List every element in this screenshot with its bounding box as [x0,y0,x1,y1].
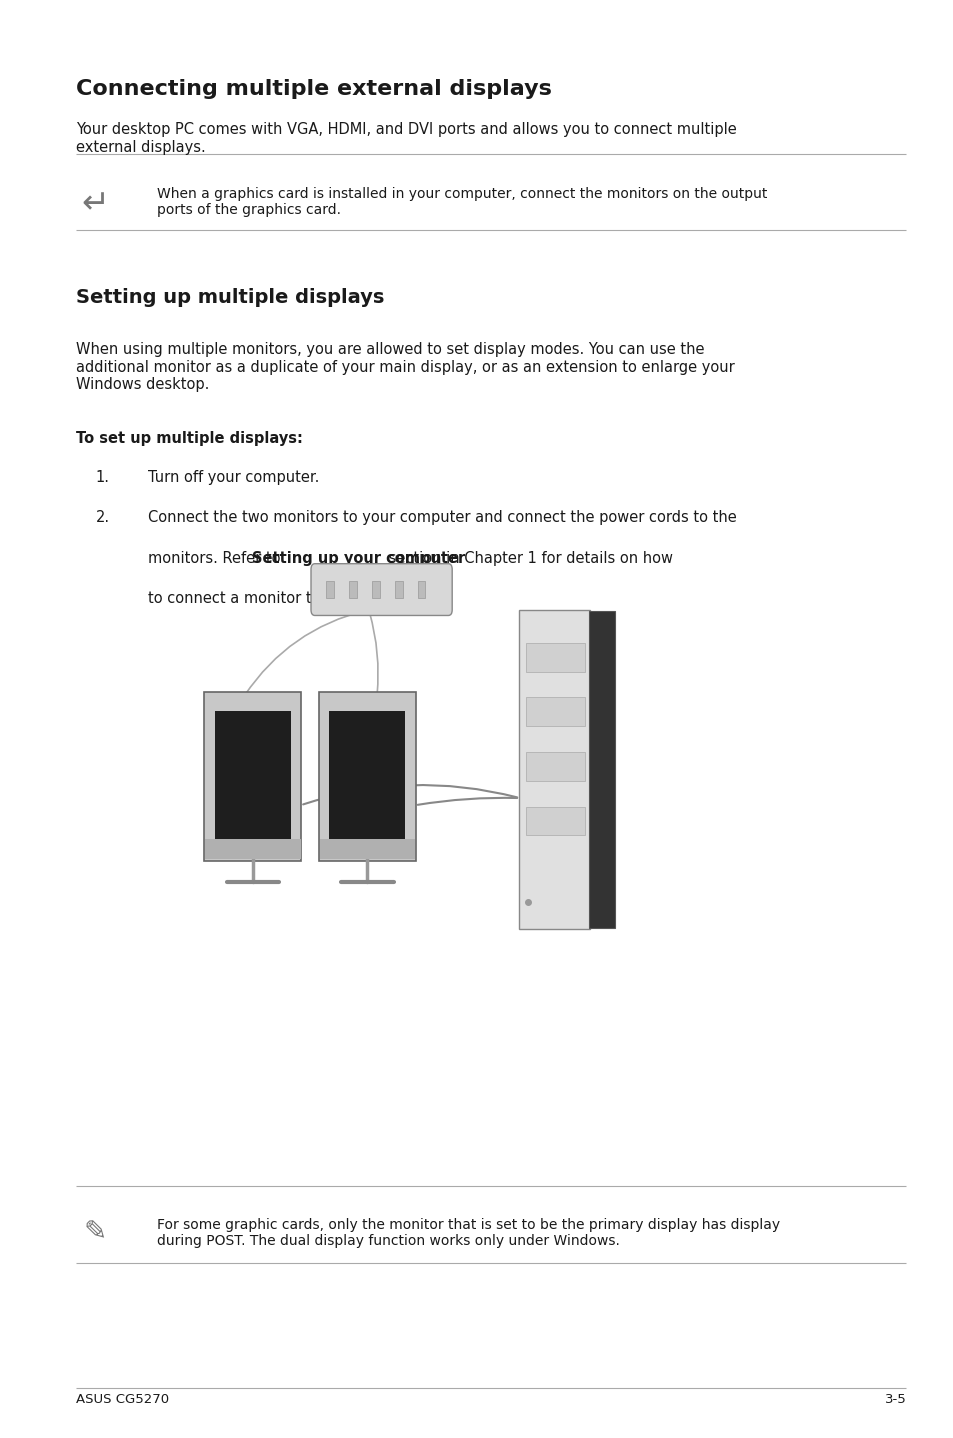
Text: Connect the two monitors to your computer and connect the power cords to the: Connect the two monitors to your compute… [148,510,736,525]
Text: Setting up multiple displays: Setting up multiple displays [76,288,384,306]
Bar [588,611,615,928]
Text: Your desktop PC comes with VGA, HDMI, and DVI ports and allows you to connect mu: Your desktop PC comes with VGA, HDMI, an… [76,122,737,155]
Bar [417,581,425,598]
FancyBboxPatch shape [311,564,452,615]
Bar [372,581,379,598]
Bar [329,710,405,840]
Text: ✎: ✎ [84,1218,107,1245]
Bar [214,710,291,840]
Text: Setting up your computer: Setting up your computer [252,551,465,565]
Text: Turn off your computer.: Turn off your computer. [148,470,319,485]
Bar [525,807,584,835]
Text: When a graphics card is installed in your computer, connect the monitors on the : When a graphics card is installed in you… [157,187,767,217]
FancyBboxPatch shape [318,692,416,860]
Text: To set up multiple displays:: To set up multiple displays: [76,431,303,446]
Text: When using multiple monitors, you are allowed to set display modes. You can use : When using multiple monitors, you are al… [76,342,735,393]
Bar [525,697,584,726]
Text: 2.: 2. [95,510,110,525]
Text: monitors. Refer to: monitors. Refer to [148,551,285,565]
Bar [395,581,402,598]
Bar [326,581,334,598]
Text: to connect a monitor to your computer.: to connect a monitor to your computer. [148,591,436,605]
Bar [319,838,415,858]
Text: 3-5: 3-5 [883,1393,905,1406]
FancyBboxPatch shape [204,692,301,860]
Text: ASUS CG5270: ASUS CG5270 [76,1393,170,1406]
Bar [205,838,300,858]
FancyBboxPatch shape [518,610,589,929]
Text: 1.: 1. [95,470,110,485]
Bar [525,752,584,781]
Text: ↵: ↵ [81,187,109,220]
Text: Connecting multiple external displays: Connecting multiple external displays [76,79,552,99]
Text: For some graphic cards, only the monitor that is set to be the primary display h: For some graphic cards, only the monitor… [157,1218,780,1248]
Text: section in Chapter 1 for details on how: section in Chapter 1 for details on how [383,551,672,565]
Bar [525,643,584,672]
Bar [349,581,356,598]
